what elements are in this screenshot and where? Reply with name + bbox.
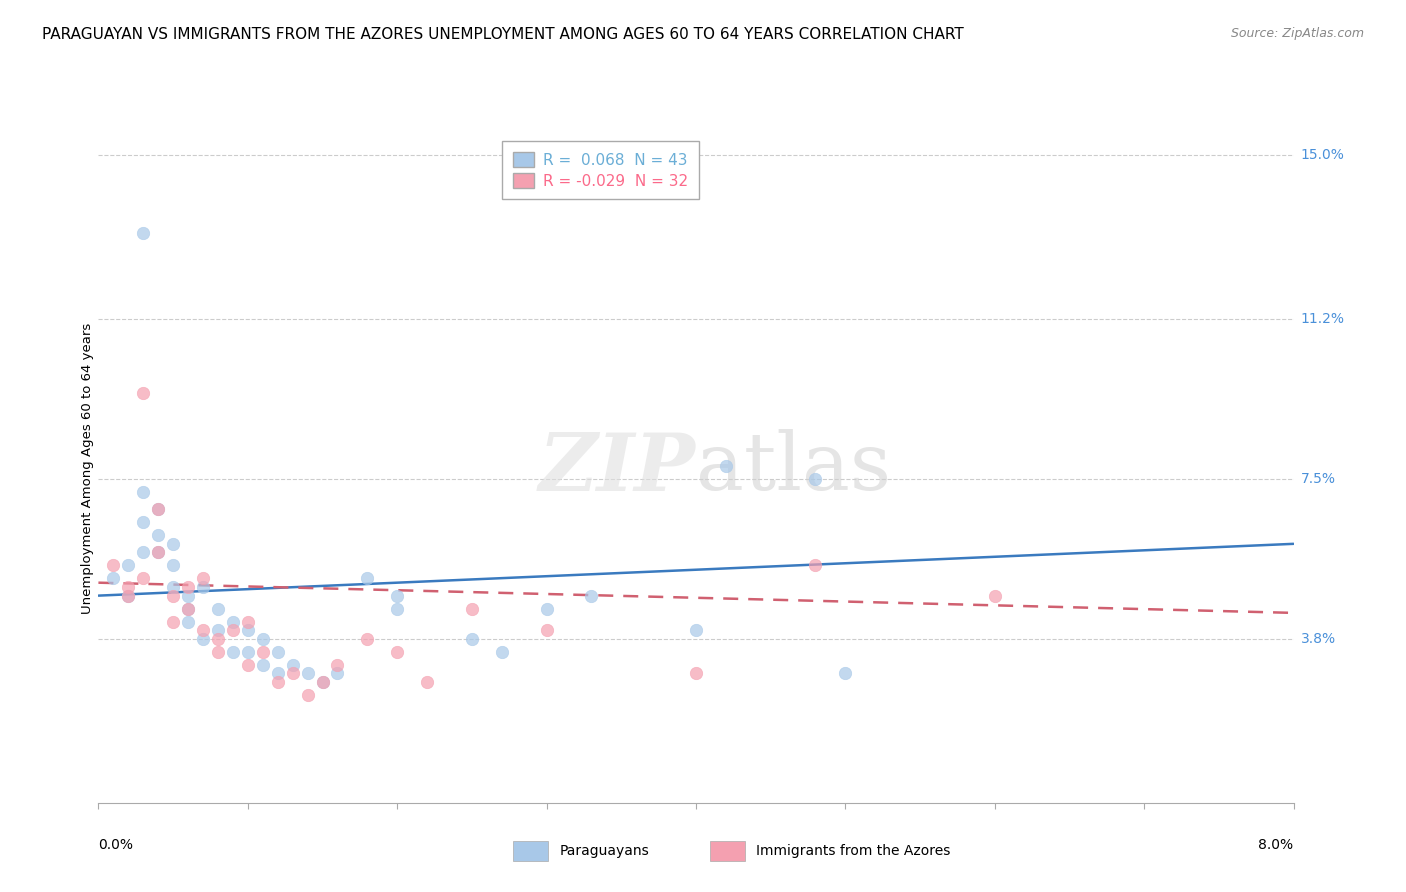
Point <box>222 623 245 637</box>
Point <box>132 545 155 559</box>
Point <box>132 385 155 400</box>
Point <box>132 515 155 529</box>
Point <box>252 657 274 672</box>
Text: 11.2%: 11.2% <box>1301 312 1344 326</box>
Point <box>162 558 184 573</box>
Point <box>132 226 155 240</box>
Point <box>252 645 274 659</box>
Point <box>162 589 184 603</box>
Point <box>148 545 170 559</box>
Point <box>117 589 139 603</box>
Point <box>356 571 378 585</box>
Point <box>222 645 245 659</box>
Point <box>356 632 378 646</box>
Point <box>162 580 184 594</box>
Point <box>311 675 333 690</box>
Point <box>461 601 484 615</box>
Point <box>236 623 259 637</box>
Point <box>267 675 290 690</box>
Point <box>297 688 319 702</box>
Point <box>207 645 229 659</box>
Point <box>222 615 245 629</box>
Point <box>191 580 214 594</box>
Legend: R =  0.068  N = 43, R = -0.029  N = 32: R = 0.068 N = 43, R = -0.029 N = 32 <box>502 142 699 199</box>
Point <box>326 666 349 681</box>
Point <box>536 623 558 637</box>
Point <box>685 623 707 637</box>
Point <box>191 623 214 637</box>
Y-axis label: Unemployment Among Ages 60 to 64 years: Unemployment Among Ages 60 to 64 years <box>80 323 94 614</box>
Point <box>581 589 603 603</box>
Point <box>117 558 139 573</box>
Point <box>148 545 170 559</box>
Point <box>267 666 290 681</box>
Text: Immigrants from the Azores: Immigrants from the Azores <box>756 844 950 858</box>
Point <box>177 615 200 629</box>
Text: 3.8%: 3.8% <box>1301 632 1336 646</box>
Point <box>281 657 304 672</box>
Point <box>191 571 214 585</box>
Point <box>162 537 184 551</box>
Point <box>252 632 274 646</box>
Point <box>132 571 155 585</box>
Point <box>714 459 737 474</box>
Point <box>177 601 200 615</box>
Point <box>834 666 856 681</box>
Point <box>117 589 139 603</box>
Text: Paraguayans: Paraguayans <box>560 844 650 858</box>
Point <box>385 589 409 603</box>
Point <box>132 485 155 500</box>
Point <box>148 502 170 516</box>
Point <box>117 580 139 594</box>
Point <box>103 558 125 573</box>
Point <box>311 675 333 690</box>
Point <box>461 632 484 646</box>
Point <box>148 528 170 542</box>
Point <box>326 657 349 672</box>
Text: 7.5%: 7.5% <box>1301 472 1336 486</box>
Point <box>267 645 290 659</box>
Point <box>236 615 259 629</box>
Point <box>385 645 409 659</box>
Text: ZIP: ZIP <box>538 430 696 507</box>
Point <box>804 558 827 573</box>
Text: 0.0%: 0.0% <box>98 838 134 853</box>
Point <box>536 601 558 615</box>
Text: PARAGUAYAN VS IMMIGRANTS FROM THE AZORES UNEMPLOYMENT AMONG AGES 60 TO 64 YEARS : PARAGUAYAN VS IMMIGRANTS FROM THE AZORES… <box>42 27 965 42</box>
Point <box>804 472 827 486</box>
Text: Source: ZipAtlas.com: Source: ZipAtlas.com <box>1230 27 1364 40</box>
Point <box>685 666 707 681</box>
Point <box>385 601 409 615</box>
Point <box>177 580 200 594</box>
Point <box>177 601 200 615</box>
Point <box>207 601 229 615</box>
Text: 15.0%: 15.0% <box>1301 148 1344 162</box>
Point <box>103 571 125 585</box>
Point <box>191 632 214 646</box>
Point <box>148 502 170 516</box>
Point <box>177 589 200 603</box>
Point <box>236 657 259 672</box>
Point <box>491 645 513 659</box>
Text: atlas: atlas <box>696 429 891 508</box>
Point <box>162 615 184 629</box>
Point <box>281 666 304 681</box>
Point <box>236 645 259 659</box>
Point <box>983 589 1005 603</box>
Point <box>207 623 229 637</box>
Text: 8.0%: 8.0% <box>1258 838 1294 853</box>
Point <box>297 666 319 681</box>
Point <box>207 632 229 646</box>
Point <box>416 675 439 690</box>
